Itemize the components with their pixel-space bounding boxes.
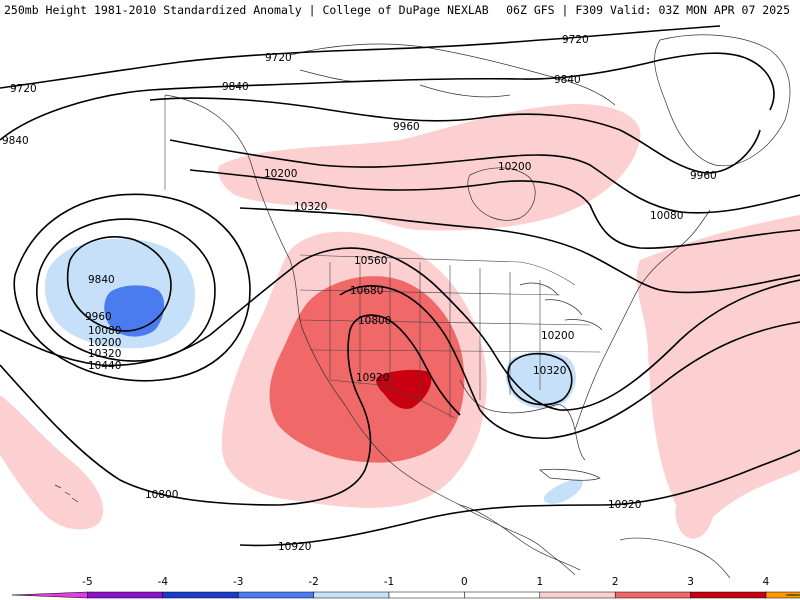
contour-label: 10440 <box>88 360 121 372</box>
contour-label: 10920 <box>608 499 641 511</box>
coastline-east <box>574 209 711 431</box>
contour-9960-north <box>149 97 761 174</box>
contour-pacific-low-1 <box>66 236 172 332</box>
colorbar-tick-label: 3 <box>687 576 694 588</box>
contour-label: 9960 <box>85 311 112 323</box>
colorbar-segment <box>464 591 541 599</box>
coastline-hawaii <box>54 484 79 503</box>
contour-label: 10800 <box>145 489 178 501</box>
colorbar-segment <box>765 591 800 599</box>
contour-label: 9960 <box>690 170 717 182</box>
us-mexico-border <box>329 379 456 419</box>
contour-label: 10200 <box>541 330 574 342</box>
colorbar-tick-label: -5 <box>82 576 92 588</box>
contour-9840 <box>0 52 775 141</box>
contour-labels: 9720 9720 9720 9840 9840 9840 9840 9960 … <box>2 34 717 553</box>
coastline-great-lakes <box>519 282 603 331</box>
anomaly-area-caribbean <box>543 479 583 504</box>
contour-pacific-low-2 <box>35 218 216 362</box>
colorbar-segment <box>539 591 616 599</box>
anomaly-area-north <box>218 104 641 231</box>
coastline-cuba <box>539 468 601 481</box>
colorbar-tick-label: 2 <box>612 576 619 588</box>
contour-label: 9840 <box>222 81 249 93</box>
contour-10920 <box>239 449 800 547</box>
contour-label: 9840 <box>88 274 115 286</box>
contour-label: 10320 <box>533 365 566 377</box>
contour-10320-north <box>239 207 800 294</box>
contour-10560 <box>299 247 800 411</box>
colorbar-arrow-high <box>785 593 800 597</box>
colorbar-segment <box>388 591 465 599</box>
colorbar-segment <box>614 591 691 599</box>
anomaly-area-gulf-low <box>505 351 576 409</box>
map-title: 250mb Height 1981-2010 Standardized Anom… <box>4 3 489 17</box>
coastline-greenland <box>654 34 791 167</box>
contour-label: 9960 <box>393 121 420 133</box>
coastline-hudson <box>467 167 536 221</box>
colorbar-segment <box>690 591 767 599</box>
colorbar: -5-4-3-2-1012345 <box>11 576 800 599</box>
contour-label: 10200 <box>264 168 297 180</box>
political-borders <box>164 95 601 419</box>
contour-10800 <box>0 314 461 506</box>
anomaly-area-south <box>675 491 715 539</box>
contour-label: 10320 <box>294 201 327 213</box>
colorbar-tick-label: -1 <box>384 576 394 588</box>
coastline-central-america <box>459 504 576 576</box>
contour-label: 10080 <box>650 210 683 222</box>
anomaly-area-pacific-west <box>0 395 104 530</box>
coastline-south-america <box>619 537 731 579</box>
contour-label: 10560 <box>354 255 387 267</box>
contour-label: 10920 <box>278 541 311 553</box>
model-run-info: 06Z GFS | F309 Valid: 03Z MON APR 07 202… <box>506 3 790 17</box>
contour-10080-north <box>169 139 800 214</box>
contour-label: 9840 <box>554 74 581 86</box>
colorbar-tick-label: -2 <box>308 576 318 588</box>
contour-pacific-low-3 <box>13 193 251 382</box>
contour-label: 10920 <box>356 372 389 384</box>
colorbar-segment <box>237 591 314 599</box>
contour-label: 9720 <box>10 83 37 95</box>
contour-label: 10080 <box>88 325 121 337</box>
colorbar-tick-label: -3 <box>233 576 243 588</box>
contour-label: 10800 <box>358 315 391 327</box>
contour-label: 9840 <box>2 135 29 147</box>
colorbar-segment <box>87 591 164 599</box>
contour-label: 10680 <box>350 285 383 297</box>
colorbar-arrow-low <box>11 591 88 599</box>
colorbar-segment <box>313 591 390 599</box>
anomaly-area-mid <box>269 276 465 463</box>
contour-9720 <box>0 25 721 89</box>
colorbar-tick-label: -4 <box>158 576 169 588</box>
contour-label: 10200 <box>498 161 531 173</box>
colorbar-tick-label: 4 <box>763 576 770 588</box>
contour-10680 <box>339 285 800 440</box>
contour-gulf-low <box>507 352 573 406</box>
coastline-gulf <box>459 379 586 461</box>
contour-label: 9720 <box>265 52 292 64</box>
contour-label: 9720 <box>562 34 589 46</box>
colorbar-tick-label: 0 <box>461 576 468 588</box>
height-contours <box>0 25 800 547</box>
state-lines <box>299 262 601 418</box>
colorbar-tick-label: 1 <box>536 576 543 588</box>
us-canada-border <box>299 254 576 286</box>
contour-label: 10320 <box>88 348 121 360</box>
colorbar-segment <box>162 591 239 599</box>
contour-label: 10200 <box>88 337 121 349</box>
contour-10200-north <box>189 169 800 249</box>
